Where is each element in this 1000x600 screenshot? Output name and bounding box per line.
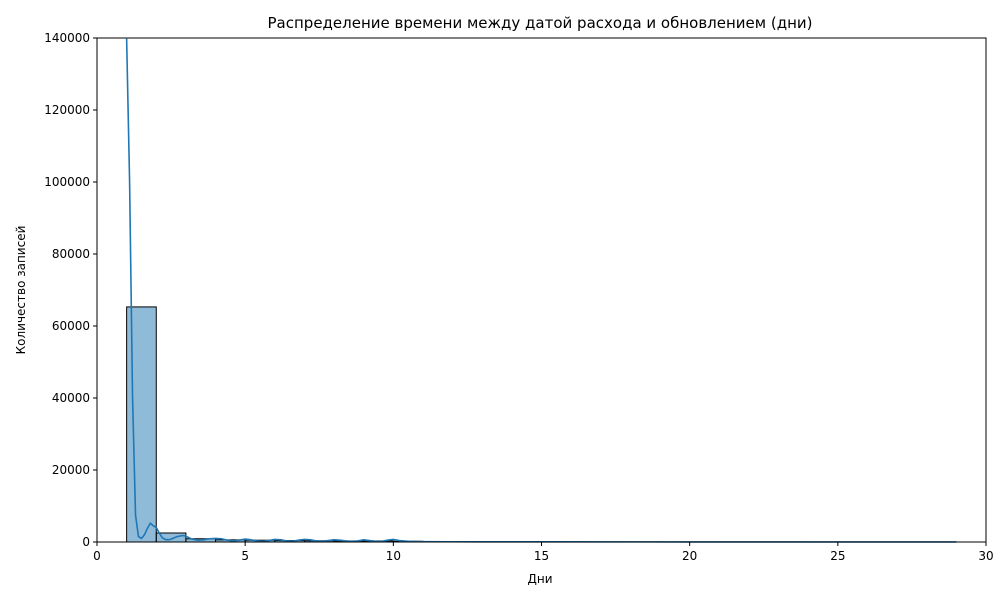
x-tick: 0 [93,542,101,563]
y-tick: 0 [82,535,97,549]
y-tick-label: 20000 [52,463,90,477]
y-tick: 100000 [44,175,97,189]
x-tick: 5 [241,542,249,563]
y-axis-ticks: 0 20000 40000 60000 80000 100000 120000 140000 [44,31,97,549]
histogram-bars [126,306,957,543]
y-tick: 80000 [52,247,97,261]
x-tick-label: 10 [386,549,401,563]
y-tick: 140000 [44,31,97,45]
y-tick-label: 140000 [44,31,90,45]
x-tick: 25 [830,542,845,563]
y-tick: 20000 [52,463,97,477]
x-tick-label: 30 [978,549,993,563]
y-tick: 60000 [52,319,97,333]
y-tick-label: 60000 [52,319,90,333]
x-tick-label: 20 [682,549,697,563]
y-tick: 120000 [44,103,97,117]
x-tick: 30 [978,542,994,563]
y-axis-label: Количество записей [14,226,28,355]
x-tick: 20 [682,542,697,563]
y-tick-label: 40000 [52,391,90,405]
x-axis-ticks: 0 5 10 15 20 25 30 [93,542,994,563]
x-axis-label: Дни [527,572,552,586]
y-tick: 40000 [52,391,97,405]
x-tick-label: 25 [830,549,845,563]
x-tick-label: 0 [93,549,101,563]
x-tick-label: 5 [241,549,249,563]
x-tick: 15 [534,542,549,563]
plot-frame [96,37,987,543]
x-tick: 10 [386,542,401,563]
chart-title: Распределение времени между датой расход… [268,14,813,32]
y-tick-label: 120000 [44,103,90,117]
y-tick-label: 0 [82,535,90,549]
y-tick-label: 80000 [52,247,90,261]
x-tick-label: 15 [534,549,549,563]
kde-line [125,38,957,543]
y-tick-label: 100000 [44,175,90,189]
